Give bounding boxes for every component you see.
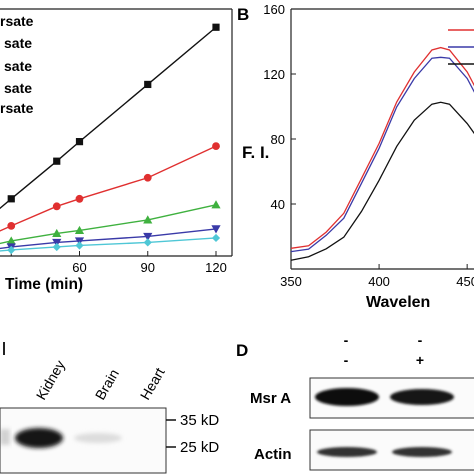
panel-b-x-axis-label: Wavelen (366, 294, 430, 311)
panel-b-series-3-line (290, 101, 474, 261)
panel-a-series-4-point (211, 225, 221, 234)
panel-a-series-2-point (143, 173, 152, 182)
treatment-r1-c2: - (418, 332, 423, 348)
msra-band-lane-1 (315, 388, 379, 406)
panel-b-y-axis-label: F. I. (242, 143, 269, 162)
panel-a-series-1-point (7, 195, 15, 203)
treatment-r2-c2: + (416, 352, 424, 368)
panel-a-series-3-point (143, 215, 153, 224)
panel-a-x-axis-label: Time (min) (5, 276, 83, 293)
panel-a-series-5-line (0, 237, 217, 252)
panel-a-axes (0, 8, 233, 257)
panel-a-series-2-point (75, 194, 84, 203)
panel-a-series-5-point (75, 241, 84, 250)
treatment-r2-c1: - (344, 352, 349, 368)
panel-a-series-5-point (143, 238, 152, 247)
panel-b-letter: B (237, 5, 249, 24)
panel-a-series-3-point (74, 225, 85, 235)
panel-b-legend (448, 29, 474, 65)
panel-b-x-tick-label: 450 (456, 274, 474, 289)
panel-c: Kidney Brain Heart 35 kD 25 kD (0, 342, 219, 474)
panel-a-legend-entry-2: sate (4, 35, 32, 51)
panel-b-x-tick-label: 350 (280, 274, 302, 289)
panel-b-series-2-line (290, 56, 474, 253)
panel-b: B 350 400 450 40 80 120 160 F. I. Wavelen (237, 2, 474, 311)
panel-a: 60 90 120 rsate sate sate sate rsate Time (min… (0, 8, 233, 293)
panel-b-y-tick-label: 40 (271, 197, 285, 212)
panel-a-series-3-point (6, 236, 16, 245)
panel-a-series-3-line (0, 204, 217, 245)
panel-a-x-tick-label: 90 (141, 260, 155, 275)
panel-a-series-2-point (212, 142, 220, 151)
marker-35-label: 35 kD (180, 412, 219, 429)
panel-a-series-1-point (144, 80, 152, 89)
panel-b-y-tick-label: 120 (263, 67, 285, 82)
panel-a-series-5-point (7, 245, 16, 255)
panel-a-series-2-point (7, 222, 16, 230)
panel-b-ticks: 350 400 450 40 80 120 160 (263, 2, 474, 289)
panel-a-series-4-point (143, 232, 153, 242)
panel-a-legend-entry-3: sate (4, 58, 32, 74)
panel-a-series (0, 23, 221, 255)
panel-a-series-3-point (211, 200, 221, 209)
panel-a-series-2-line (0, 145, 217, 232)
panel-b-series-1-line (290, 46, 474, 249)
actin-band-lane-2 (392, 447, 452, 457)
panel-a-series-1-point (212, 23, 220, 31)
msra-row-label: Msr A (250, 390, 291, 407)
panel-a-series-5-point (211, 233, 221, 243)
band-lane-0-edge (0, 429, 10, 445)
panel-b-y-tick-label: 80 (271, 132, 285, 147)
panel-b-x-tick-label: 400 (368, 274, 390, 289)
panel-a-series-3-point (52, 228, 62, 238)
panel-b-series (290, 46, 474, 261)
panel-a-series-4-line (0, 228, 217, 250)
actin-row-label: Actin (254, 446, 292, 463)
panel-a-legend: rsate sate sate sate rsate (0, 13, 34, 116)
band-lane-1 (15, 428, 63, 448)
panel-a-series-1-line (0, 26, 217, 210)
marker-25-label: 25 kD (180, 439, 219, 456)
panel-d: D - - - + Msr A Actin (236, 332, 474, 471)
treatment-r1-c1: - (344, 332, 349, 348)
msra-band-lane-2 (390, 389, 454, 405)
panel-a-series-2-point (52, 202, 61, 211)
panel-a-series-1-point (75, 138, 84, 146)
lane-label-kidney: Kidney (33, 357, 68, 402)
panel-a-x-ticks: 60 90 120 (10, 251, 227, 275)
panel-a-series-1-point (53, 157, 61, 165)
panel-a-legend-entry-4: sate (4, 80, 32, 96)
band-lane-2 (74, 433, 122, 443)
panel-b-y-tick-label: 160 (263, 2, 285, 17)
panel-a-series-5-point (52, 242, 61, 252)
panel-a-legend-entry-1: rsate (0, 13, 34, 29)
panel-d-letter: D (236, 341, 248, 360)
lane-label-heart: Heart (137, 365, 168, 403)
panel-a-legend-entry-5: rsate (0, 100, 34, 116)
lane-label-brain: Brain (92, 366, 122, 402)
panel-c-lane-labels: Kidney Brain Heart (33, 357, 168, 402)
actin-band-lane-1 (317, 447, 377, 457)
panel-a-x-tick-label: 60 (72, 260, 86, 275)
panel-c-bands (0, 428, 122, 448)
panel-a-x-tick-label: 120 (205, 260, 227, 275)
